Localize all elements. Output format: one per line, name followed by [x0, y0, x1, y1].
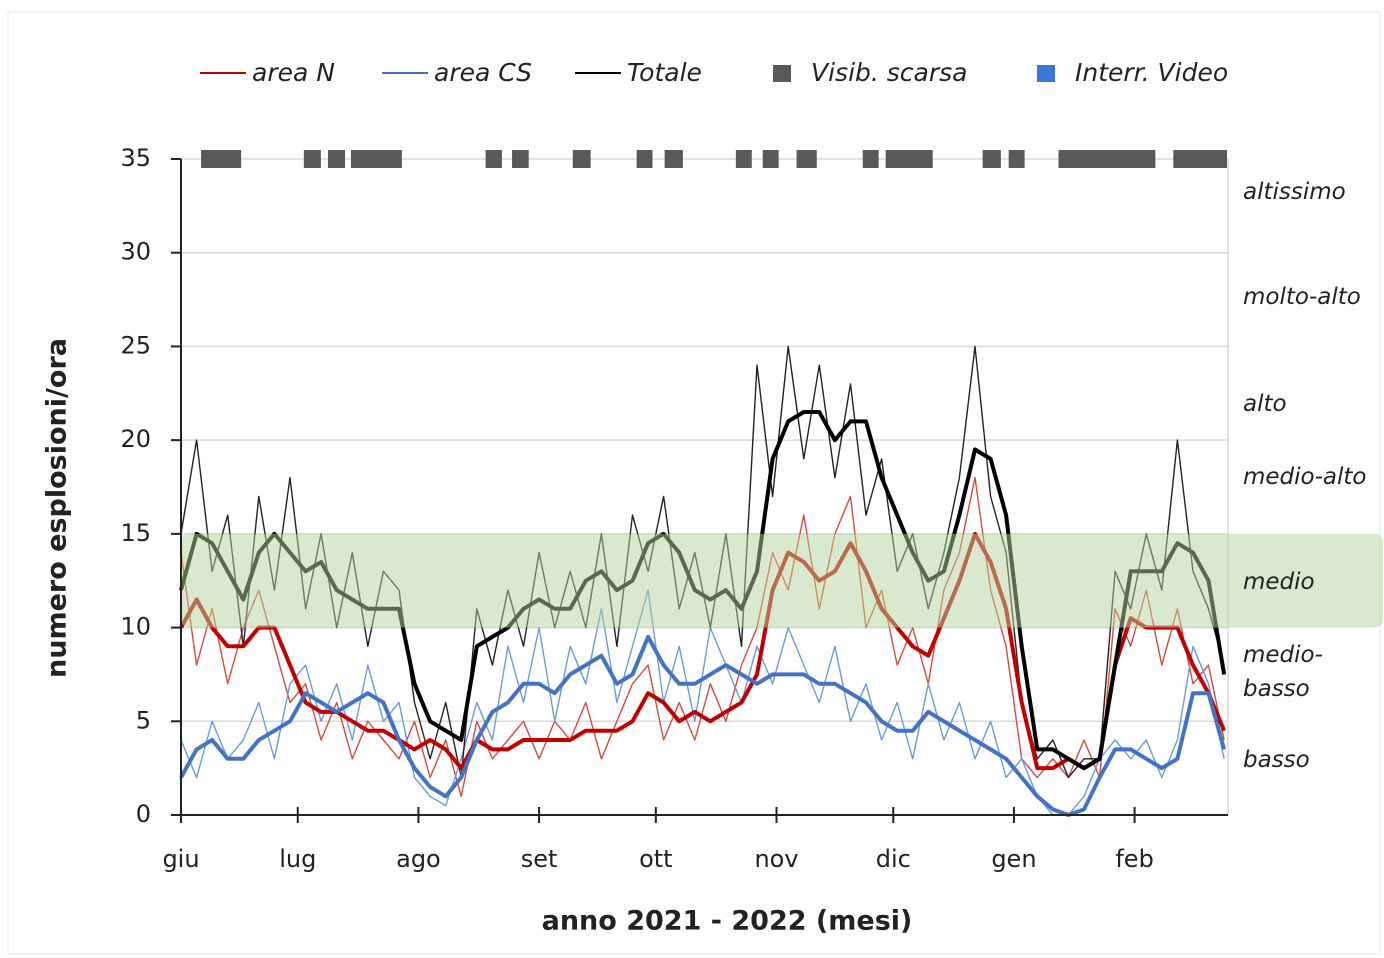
y-tick-label: 5 — [136, 706, 151, 734]
daily-line — [180, 476, 1225, 797]
x-tick-label: feb — [1115, 845, 1153, 873]
x-tick-label: dic — [876, 845, 911, 873]
level-label: molto-alto — [1243, 284, 1361, 310]
legend-label: Interr. Video — [1075, 58, 1228, 87]
marker-interval — [572, 150, 591, 168]
level-label: medio- — [1243, 642, 1323, 668]
x-axis-label: anno 2021 - 2022 (mesi) — [542, 906, 913, 937]
marker-interval — [862, 150, 879, 168]
marker-interval — [327, 150, 346, 168]
legend-label: Totale — [627, 58, 702, 87]
legend-swatch — [1037, 65, 1055, 82]
level-label: alto — [1243, 391, 1287, 417]
y-tick-label: 15 — [120, 519, 151, 547]
marker-interval — [885, 150, 933, 168]
level-label: basso — [1243, 676, 1310, 702]
x-tick-label: lug — [279, 845, 316, 873]
y-axis-label: numero esplosioni/ora — [42, 338, 73, 678]
level-label: medio — [1243, 569, 1315, 595]
level-label: medio-alto — [1243, 464, 1367, 490]
marker-interval — [1173, 150, 1227, 168]
y-tick-label: 0 — [136, 800, 151, 828]
marker-interval — [350, 150, 402, 168]
marker-interval — [735, 150, 752, 168]
marker-interval — [1008, 150, 1025, 168]
x-tick-label: ott — [639, 845, 673, 873]
legend-swatch — [773, 65, 791, 82]
x-tick-label: gen — [991, 845, 1036, 873]
marker-interval — [796, 150, 817, 168]
x-tick-label: nov — [754, 845, 798, 873]
frame — [7, 11, 1381, 955]
legend-label: area N — [252, 58, 335, 87]
y-tick-label: 30 — [120, 238, 151, 266]
legend-label: Visib. scarsa — [811, 58, 968, 87]
marker-interval — [636, 150, 653, 168]
daily-line — [180, 589, 1225, 816]
marker-interval — [303, 150, 321, 168]
x-tick-label: giu — [162, 845, 199, 873]
level-label: altissimo — [1243, 179, 1346, 205]
y-tick-label: 20 — [120, 425, 151, 453]
marker-interval — [762, 150, 779, 168]
average-line — [179, 531, 1226, 771]
level-band — [181, 533, 1383, 628]
average-line — [179, 634, 1227, 817]
x-tick-label: set — [521, 845, 558, 873]
marker-interval — [982, 150, 1001, 168]
marker-interval — [1058, 150, 1156, 168]
legend-label: area CS — [434, 58, 532, 87]
y-tick-label: 25 — [120, 331, 151, 359]
marker-interval — [485, 150, 502, 168]
marker-interval — [201, 150, 242, 168]
y-tick-label: 10 — [120, 613, 151, 641]
y-tick-label: 35 — [120, 144, 151, 172]
marker-interval — [512, 150, 529, 168]
x-tick-label: ago — [396, 845, 441, 873]
marker-interval — [664, 150, 683, 168]
level-label: basso — [1243, 747, 1310, 773]
